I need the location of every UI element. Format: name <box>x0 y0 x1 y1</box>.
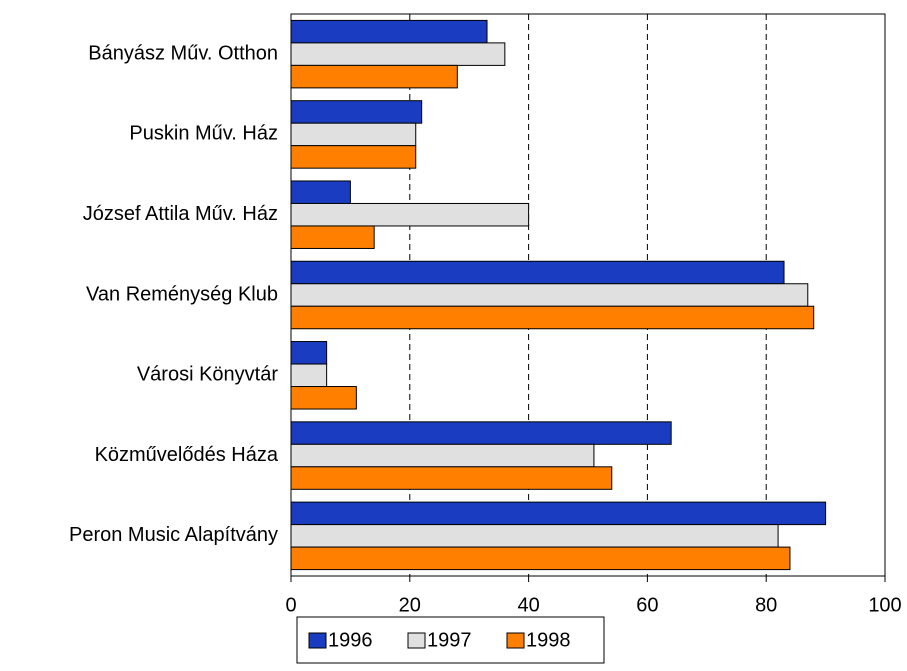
plot-border <box>290 13 886 577</box>
legend-swatch <box>506 632 525 649</box>
y-tick-label: Peron Music Alapítvány <box>69 524 278 546</box>
x-tick-label: 20 <box>399 594 421 616</box>
y-tick-label: Közművelődés Háza <box>95 444 279 466</box>
bar <box>290 501 827 526</box>
legend-label: 1996 <box>328 629 373 651</box>
bar <box>290 466 613 490</box>
x-tick-label: 80 <box>755 594 777 616</box>
legend-box <box>296 616 605 664</box>
bar <box>290 363 328 388</box>
x-tick-label: 0 <box>285 594 296 616</box>
bar <box>290 225 375 249</box>
y-tick-label: Városi Könyvtár <box>137 364 279 386</box>
bar <box>290 341 328 365</box>
bar <box>290 386 357 410</box>
legend-swatch <box>308 632 327 649</box>
x-tick-label: 60 <box>636 594 658 616</box>
legend-swatch <box>407 632 426 649</box>
bar <box>290 100 423 124</box>
bar <box>290 421 672 445</box>
y-tick-label: Puskin Műv. Ház <box>129 123 278 145</box>
bar <box>290 122 417 147</box>
bar <box>290 443 595 468</box>
x-tick-label: 100 <box>868 594 901 616</box>
bar <box>290 42 506 66</box>
bar <box>290 202 530 227</box>
bar <box>290 260 785 285</box>
bar <box>290 283 809 307</box>
bar <box>290 524 779 548</box>
x-tick-label: 40 <box>517 594 539 616</box>
y-tick-label: József Attila Műv. Ház <box>83 203 278 225</box>
bar <box>290 546 791 571</box>
bar <box>290 19 488 44</box>
bar <box>290 145 417 169</box>
bar <box>290 305 815 330</box>
bar <box>290 64 458 89</box>
legend-label: 1997 <box>427 629 472 651</box>
bar <box>290 180 351 204</box>
legend-label: 1998 <box>526 629 571 651</box>
y-tick-label: Bányász Műv. Otthon <box>88 42 278 64</box>
y-tick-label: Van Reménység Klub <box>86 283 278 305</box>
